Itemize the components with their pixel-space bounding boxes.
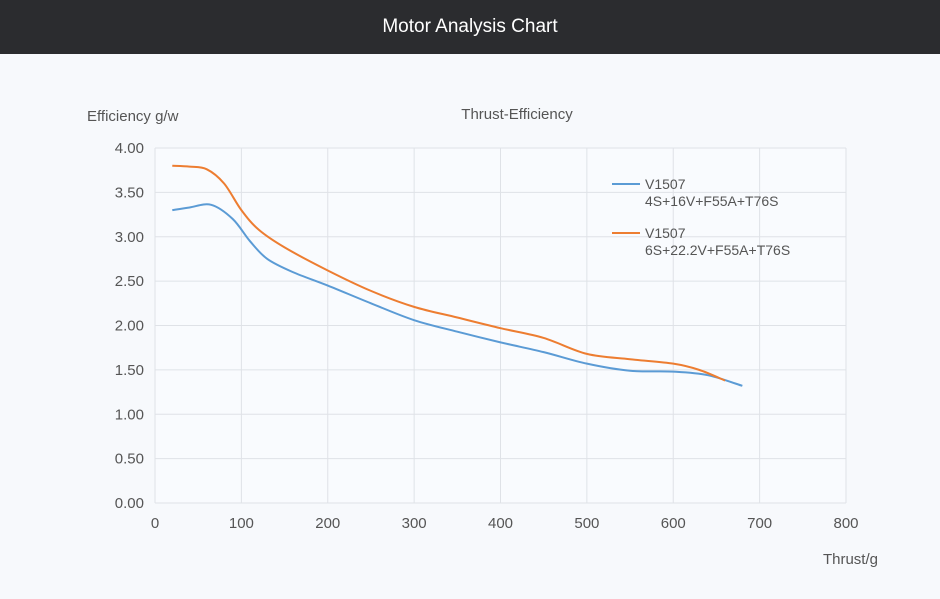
y-tick-label: 1.50 xyxy=(115,362,144,379)
app-header: Motor Analysis Chart xyxy=(0,0,940,54)
y-tick-label: 4.00 xyxy=(115,140,144,157)
x-tick-label: 800 xyxy=(833,515,858,532)
x-tick-label: 700 xyxy=(747,515,772,532)
y-tick-label: 3.50 xyxy=(115,184,144,201)
legend-label-line1: V1507 xyxy=(645,176,686,192)
x-tick-label: 100 xyxy=(229,515,254,532)
x-tick-label: 0 xyxy=(151,515,159,532)
y-tick-label: 0.50 xyxy=(115,451,144,468)
x-tick-label: 200 xyxy=(315,515,340,532)
x-axis-label: Thrust/g xyxy=(823,551,878,568)
y-axis-label: Efficiency g/w xyxy=(87,108,179,125)
y-tick-label: 2.50 xyxy=(115,273,144,290)
legend-label-line2: 6S+22.2V+F55A+T76S xyxy=(645,242,790,258)
y-tick-label: 3.00 xyxy=(115,229,144,246)
app-title: Motor Analysis Chart xyxy=(382,16,558,37)
chart-title: Thrust-Efficiency xyxy=(461,106,573,123)
y-tick-label: 2.00 xyxy=(115,318,144,335)
legend-label-line1: V1507 xyxy=(645,225,686,241)
legend-label-line2: 4S+16V+F55A+T76S xyxy=(645,193,779,209)
x-tick-label: 300 xyxy=(402,515,427,532)
series-line-1 xyxy=(172,203,743,387)
y-tick-label: 1.00 xyxy=(115,406,144,423)
x-tick-label: 400 xyxy=(488,515,513,532)
series-line-2 xyxy=(172,164,726,382)
x-tick-label: 500 xyxy=(574,515,599,532)
y-tick-label: 0.00 xyxy=(115,495,144,512)
x-tick-label: 600 xyxy=(661,515,686,532)
